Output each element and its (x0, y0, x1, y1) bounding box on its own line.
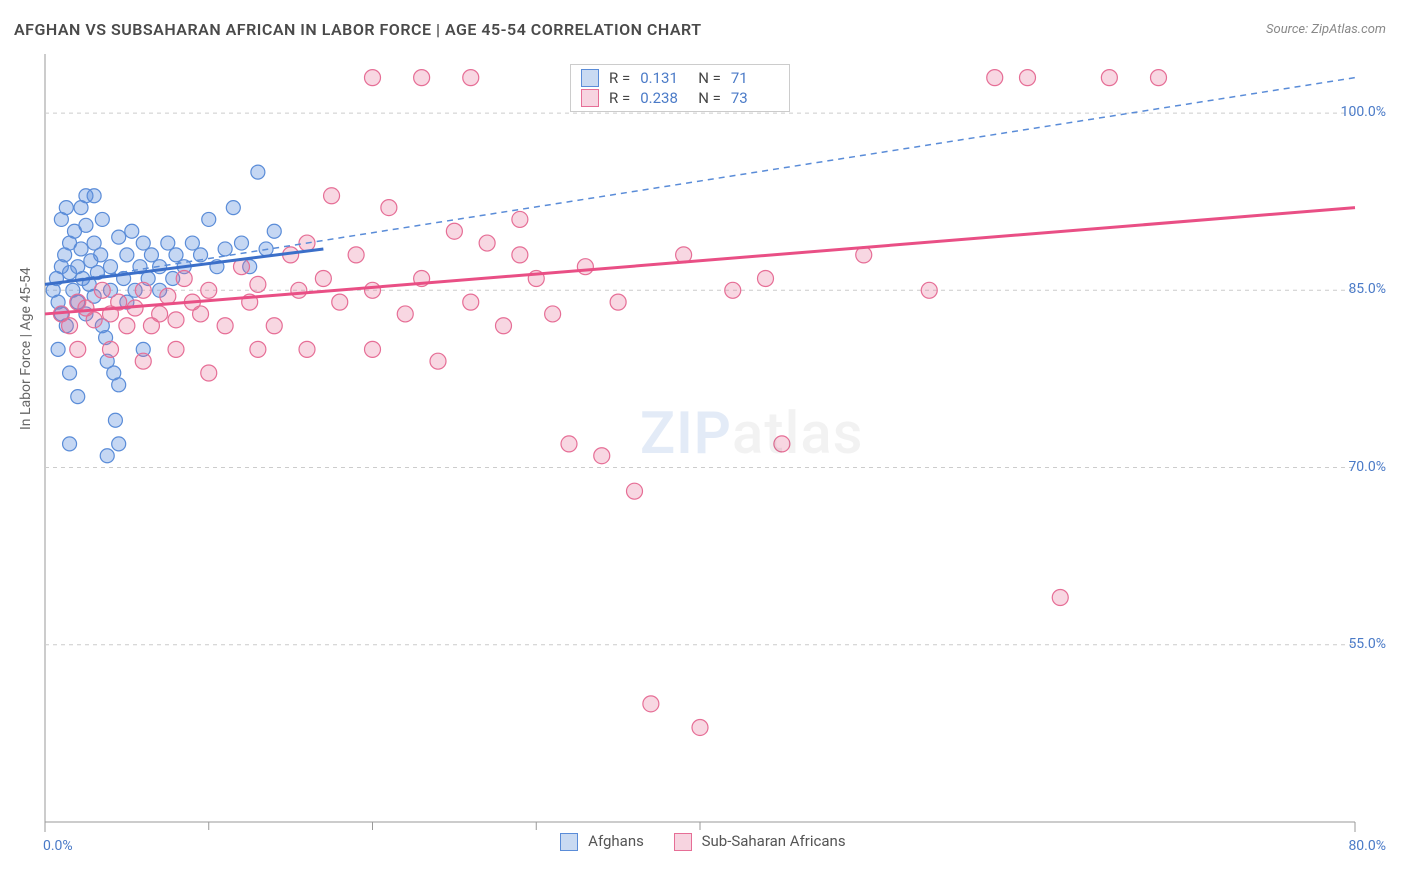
legend-item-label: Afghans (588, 832, 644, 850)
chart-container: AFGHAN VS SUBSAHARAN AFRICAN IN LABOR FO… (0, 0, 1406, 892)
legend-r-value: 0.238 (640, 89, 688, 107)
x-tick-label: 80.0% (1348, 838, 1386, 854)
legend-row: R = 0.131 N = 71 (581, 69, 779, 87)
legend-n-value: 73 (731, 89, 779, 107)
legend-row: R = 0.238 N = 73 (581, 89, 779, 107)
y-tick-label: 55.0% (1348, 636, 1386, 652)
legend-r-label: R = (609, 69, 630, 87)
legend-item-label: Sub-Saharan Africans (702, 832, 846, 850)
chart-svg (0, 0, 1406, 892)
legend-n-value: 71 (731, 69, 779, 87)
series-legend: Afghans Sub-Saharan Africans (0, 832, 1406, 851)
legend-swatch-icon (674, 833, 692, 851)
legend-n-label: N = (698, 89, 721, 107)
y-tick-label: 70.0% (1348, 459, 1386, 475)
legend-r-label: R = (609, 89, 630, 107)
legend-item: Sub-Saharan Africans (674, 832, 846, 851)
correlation-legend: R = 0.131 N = 71 R = 0.238 N = 73 (570, 64, 790, 112)
y-tick-label: 85.0% (1348, 281, 1386, 297)
legend-r-value: 0.131 (640, 69, 688, 87)
x-tick-label: 0.0% (43, 838, 73, 854)
legend-swatch-icon (560, 833, 578, 851)
legend-swatch-icon (581, 69, 599, 87)
y-tick-label: 100.0% (1341, 104, 1386, 120)
legend-item: Afghans (560, 832, 643, 851)
legend-swatch-icon (581, 89, 599, 107)
legend-n-label: N = (698, 69, 721, 87)
